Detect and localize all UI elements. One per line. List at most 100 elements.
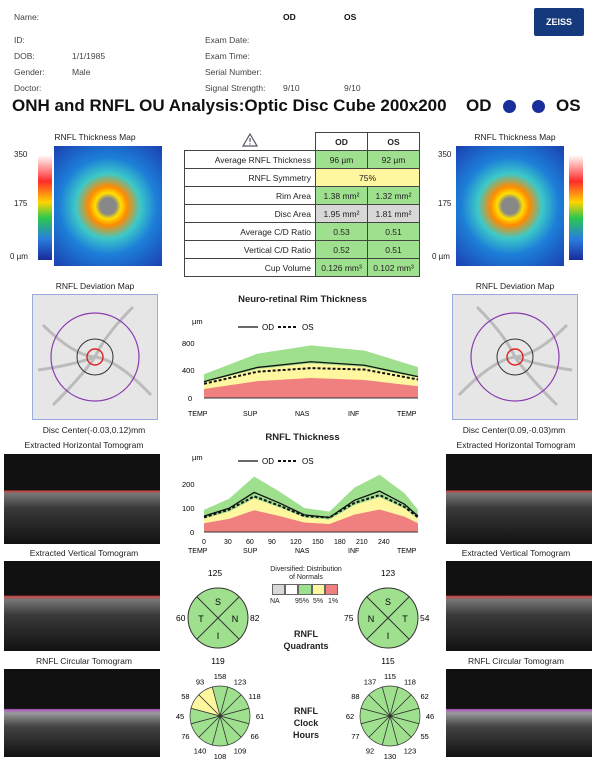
os-column-header: OS <box>344 12 357 22</box>
od-quad-right: 82 <box>250 613 260 623</box>
legend-title: Diversified: Distribution of Normals <box>270 566 342 581</box>
left-vertical-tomogram <box>4 561 160 651</box>
row-label: Average C/D Ratio <box>184 222 316 241</box>
row-label: RNFL Symmetry <box>184 168 316 187</box>
left-deviation-map-title: RNFL Deviation Map <box>55 281 135 291</box>
rim-legend-os: OS <box>302 323 314 332</box>
os-quad-bot: 115 <box>381 656 395 666</box>
row-od: 0.126 mm³ <box>315 258 368 277</box>
od-quad-bot: 119 <box>211 656 225 666</box>
rim-band-1 <box>204 378 418 398</box>
rim-series-od <box>203 361 419 383</box>
right-scale-top: 350 <box>438 150 452 159</box>
clock-value: 92 <box>366 747 374 756</box>
right-thickness-scale <box>569 155 583 260</box>
clock-value: 45 <box>176 712 184 721</box>
rnfl-legend-od: OD <box>262 457 274 466</box>
rim-xtick: NAS <box>295 411 310 418</box>
left-rnfl-thickness-map <box>54 146 162 266</box>
row-od: 0.52 <box>315 240 368 259</box>
row-os: 92 µm <box>367 150 420 169</box>
rim-xtick: SUP <box>243 411 258 418</box>
rnfl-xnum: 240 <box>378 539 390 546</box>
left-rnfl-deviation-map <box>32 294 158 420</box>
rim-unit: µm <box>192 317 203 326</box>
legend-95: 95% <box>295 598 310 605</box>
clock-value: 137 <box>364 677 377 686</box>
od-quad-i: I <box>217 631 220 641</box>
rim-thickness-chart: µm OD OS 800 400 0 TEMP SUP NAS INF TEMP <box>182 317 419 418</box>
right-scale-mid: 175 <box>438 199 452 208</box>
quadrants-label: RNFL Quadrants <box>276 628 336 652</box>
warning-triangle-icon <box>184 132 316 151</box>
left-scale-top: 350 <box>14 150 28 159</box>
table-row: Cup Volume 0.126 mm³ 0.102 mm³ <box>184 258 420 277</box>
clock-value: 123 <box>234 677 247 686</box>
rnfl-xnum: 150 <box>312 539 324 546</box>
rnfl-xtick: NAS <box>295 548 310 555</box>
zeiss-logo: ZEISS <box>534 8 584 36</box>
clock-value: 140 <box>194 747 207 756</box>
left-disc-center: Disc Center(-0.03,0.12)mm <box>42 425 146 435</box>
left-c-tomo-title: RNFL Circular Tomogram <box>36 656 132 666</box>
row-os: 0.51 <box>367 240 420 259</box>
row-label: Vertical C/D Ratio <box>184 240 316 259</box>
rnfl-xnum: 180 <box>334 539 346 546</box>
rim-xtick: INF <box>348 411 359 418</box>
os-quad-left: 75 <box>344 613 354 623</box>
left-thickness-map-title: RNFL Thickness Map <box>54 132 136 142</box>
od-quad-s: S <box>215 597 221 607</box>
clock-value: 58 <box>181 692 189 701</box>
page-title: ONH and RNFL OU Analysis:Optic Disc Cube… <box>12 96 447 115</box>
rnfl-xnum: 210 <box>356 539 368 546</box>
os-quad-right: 54 <box>420 613 430 623</box>
rnfl-unit: µm <box>192 453 203 462</box>
clock-value: 61 <box>256 712 264 721</box>
rnfl-ytick: 100 <box>182 504 195 513</box>
signal-od: 9/10 <box>283 83 300 93</box>
clock-value: 76 <box>181 732 189 741</box>
os-dot-icon <box>532 100 545 113</box>
serial-label: Serial Number: <box>205 67 262 77</box>
clock-value: 118 <box>404 677 416 686</box>
clock-label-1: RNFL <box>294 706 318 716</box>
left-thickness-scale <box>38 155 52 260</box>
table-row: Disc Area 1.95 mm² 1.81 mm² <box>184 204 420 223</box>
od-quad-top: 125 <box>208 568 222 578</box>
table-header-os: OS <box>367 132 420 151</box>
rnfl-legend-os: OS <box>302 457 314 466</box>
legend-1: 1% <box>328 598 339 605</box>
clock-value: 62 <box>346 712 354 721</box>
clock-value: 109 <box>234 747 247 756</box>
clock-value: 62 <box>420 692 428 701</box>
clock-value: 115 <box>384 672 396 681</box>
legend-na: NA <box>270 598 280 605</box>
clock-value: 55 <box>420 732 428 741</box>
rim-xtick: TEMP <box>188 411 208 418</box>
clock-value: 158 <box>214 672 227 681</box>
rim-chart-title: Neuro-retinal Rim Thickness <box>238 294 367 305</box>
clock-sector <box>368 686 391 718</box>
right-circular-tomogram <box>446 669 592 757</box>
rnfl-xtick: INF <box>348 548 359 555</box>
quadrants-label-2: Quadrants <box>283 641 329 651</box>
normals-legend <box>272 584 339 595</box>
row-od: 1.95 mm² <box>315 204 368 223</box>
left-scale-mid: 175 <box>14 199 28 208</box>
left-v-tomo-title: Extracted Vertical Tomogram <box>29 548 139 558</box>
right-vertical-tomogram <box>446 561 592 651</box>
od-column-header: OD <box>283 12 296 22</box>
metrics-table: OD OS Average RNFL Thickness 96 µm 92 µm R… <box>184 132 420 277</box>
right-h-tomo-title: Extracted Horizontal Tomogram <box>456 440 576 450</box>
right-c-tomo-title: RNFL Circular Tomogram <box>468 656 564 666</box>
rnfl-chart-title: RNFL Thickness <box>265 432 340 443</box>
os-quad-n: N <box>368 614 375 624</box>
rnfl-xnum: 90 <box>268 539 276 546</box>
clock-value: 108 <box>214 752 227 761</box>
rnfl-xnum: 30 <box>224 539 232 546</box>
quadrants-label-1: RNFL <box>294 629 318 639</box>
row-label: Average RNFL Thickness <box>184 150 316 169</box>
os-quad-s: S <box>385 597 391 607</box>
